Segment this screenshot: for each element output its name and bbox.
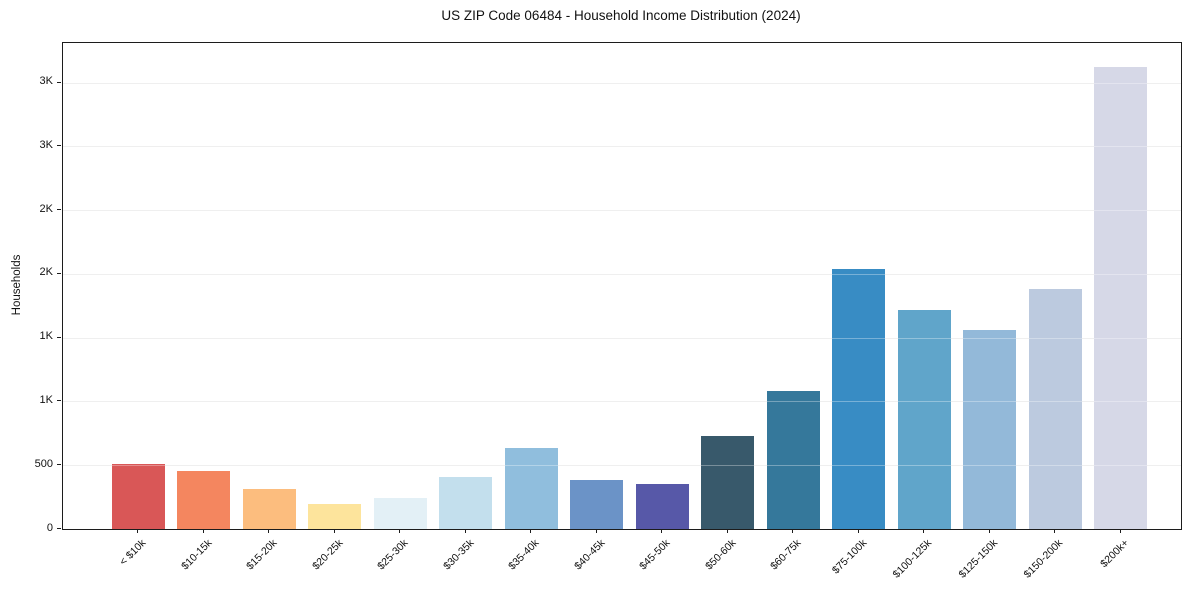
gridline-highlight xyxy=(63,146,1181,148)
x-tick-label: < $10k xyxy=(117,537,149,568)
gridline-highlight xyxy=(63,82,1181,84)
y-tick-mark xyxy=(57,464,61,466)
gridline-highlight xyxy=(63,337,1181,339)
x-tick-mark xyxy=(333,529,335,533)
gridline-highlight xyxy=(63,273,1181,275)
x-tick-label: $15-20k xyxy=(244,537,280,573)
bar xyxy=(635,483,689,529)
x-tick-mark xyxy=(726,529,728,533)
y-tick-mark xyxy=(57,209,61,211)
bar xyxy=(1094,66,1147,529)
bar xyxy=(897,309,951,529)
x-tick-mark xyxy=(923,529,924,533)
gridline xyxy=(63,210,1181,212)
y-tick-label: 2K xyxy=(39,202,53,215)
bar xyxy=(242,488,296,529)
gridline xyxy=(63,82,1181,84)
y-axis-label: Households xyxy=(11,254,23,316)
plot-area xyxy=(62,42,1182,530)
x-tick-mark xyxy=(792,529,793,533)
y-tick-label: 0 xyxy=(46,521,53,534)
x-tick-mark xyxy=(857,529,859,533)
bar xyxy=(570,479,623,529)
x-tick-label: $75-100k xyxy=(829,537,869,577)
x-tick-label: $50-60k xyxy=(702,537,738,573)
x-tick-label: $10-15k xyxy=(178,537,214,573)
y-tick-label: 1K xyxy=(39,393,53,406)
x-tick-label: $200k+ xyxy=(1097,537,1131,571)
gridline xyxy=(63,337,1181,339)
gridline xyxy=(63,465,1181,467)
x-tick-mark xyxy=(464,529,466,533)
y-tick-mark xyxy=(57,81,61,83)
bar xyxy=(504,448,558,529)
y-tick-mark xyxy=(57,272,61,274)
x-tick-mark xyxy=(595,529,597,533)
bar xyxy=(766,390,820,529)
bar xyxy=(701,435,754,529)
x-tick-mark xyxy=(661,529,662,533)
x-tick-label: $30-35k xyxy=(440,537,476,573)
bar xyxy=(111,463,165,529)
y-tick-mark xyxy=(57,400,61,402)
x-tick-mark xyxy=(1054,529,1055,533)
x-tick-label: $100-125k xyxy=(890,537,935,581)
x-tick-label: $45-50k xyxy=(637,537,673,573)
gridline-highlight xyxy=(63,210,1181,212)
y-tick-mark xyxy=(57,145,61,147)
x-tick-label: $60-75k xyxy=(768,537,804,573)
gridline xyxy=(63,401,1181,403)
x-tick-mark xyxy=(202,529,204,533)
y-tick-label: 3K xyxy=(39,75,53,88)
bar xyxy=(373,498,427,529)
bar xyxy=(1028,288,1082,529)
chart-title: US ZIP Code 06484 - Household Income Dis… xyxy=(441,8,801,23)
x-tick-mark xyxy=(137,529,138,533)
y-tick-mark xyxy=(57,336,61,338)
x-tick-label: $40-45k xyxy=(571,537,607,573)
x-tick-label: $25-30k xyxy=(375,537,411,573)
y-tick-mark xyxy=(57,528,61,529)
x-tick-label: $20-25k xyxy=(309,537,345,573)
bar xyxy=(963,330,1016,529)
y-tick-label: 1K xyxy=(39,330,53,343)
gridline xyxy=(63,146,1181,148)
x-tick-mark xyxy=(530,529,531,533)
x-tick-label: $35-40k xyxy=(506,537,542,573)
y-tick-label: 500 xyxy=(34,457,53,470)
bar xyxy=(439,477,492,529)
x-tick-label: $125-150k xyxy=(956,537,1000,581)
gridline xyxy=(63,273,1181,275)
bar xyxy=(832,268,885,529)
x-tick-mark xyxy=(988,529,990,533)
x-tick-mark xyxy=(399,529,400,533)
x-tick-mark xyxy=(268,529,269,533)
x-tick-label: $150-200k xyxy=(1021,537,1066,581)
gridline-highlight xyxy=(63,401,1181,403)
bar xyxy=(177,470,230,529)
gridline-highlight xyxy=(63,465,1181,467)
y-tick-label: 2K xyxy=(39,266,53,279)
y-tick-label: 3K xyxy=(39,138,53,151)
bar xyxy=(308,504,361,529)
x-tick-mark xyxy=(1119,529,1121,533)
